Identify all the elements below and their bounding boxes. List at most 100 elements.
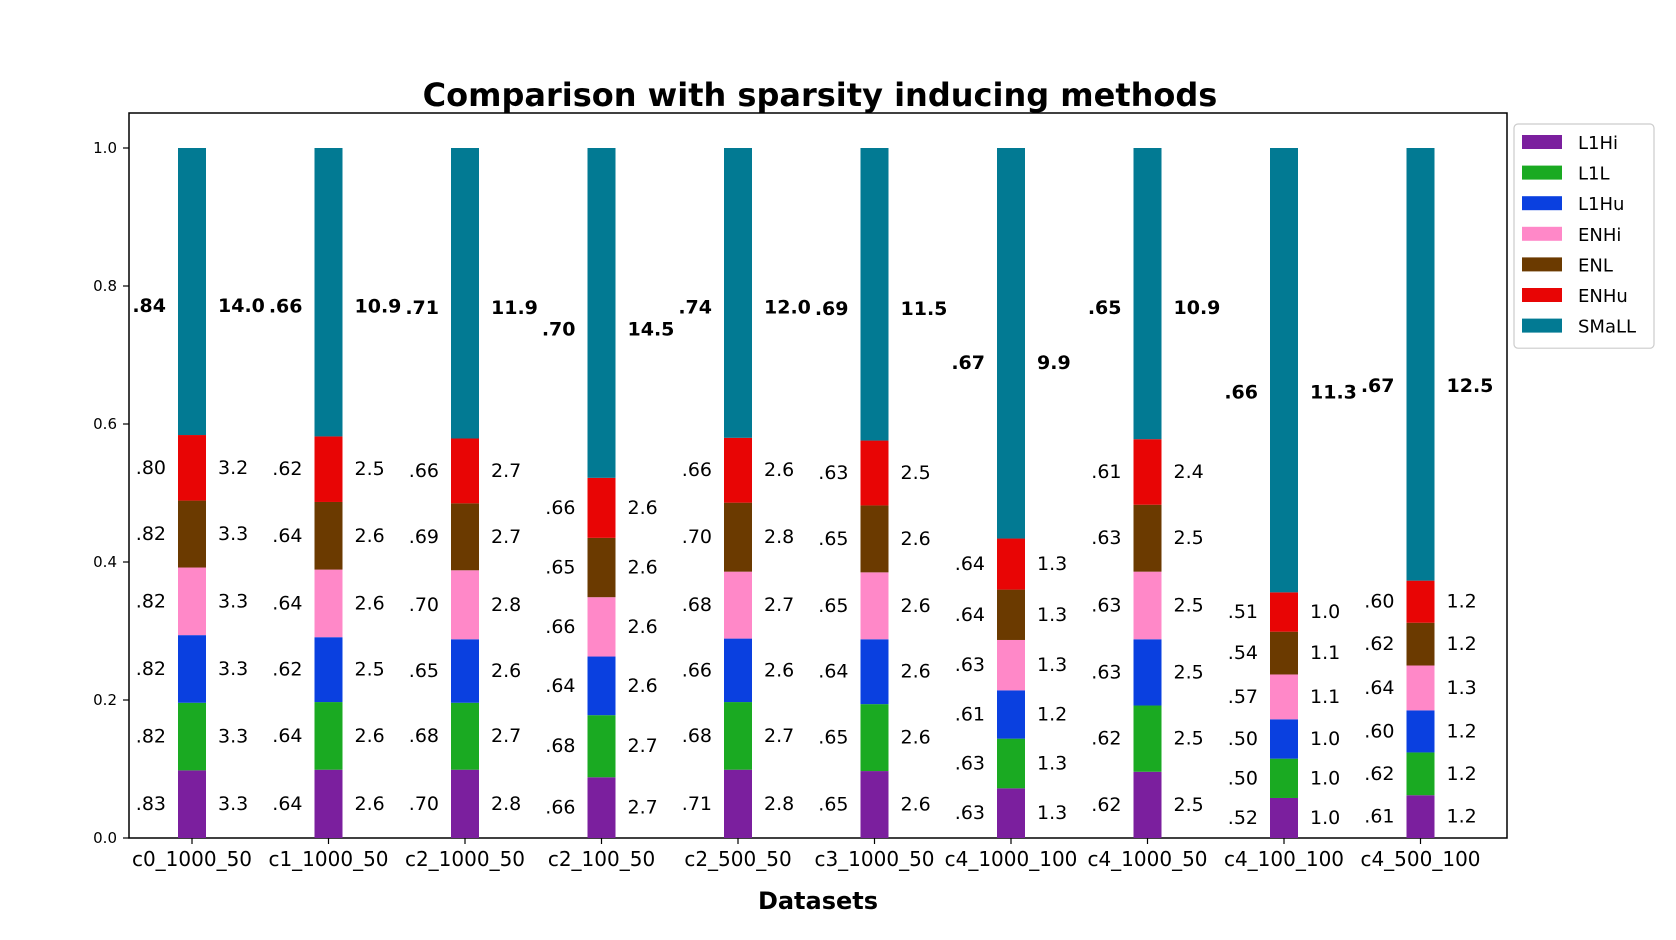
bar-left-label: .64 xyxy=(1364,677,1394,699)
bar-stack: .64 2.6 .64 2.6 .62 2.5 .64 2.6 .64 2.6 .62 2.5 .66 1… xyxy=(269,148,402,838)
bar-left-label: .66 xyxy=(1224,381,1258,403)
x-axis-label: Datasets xyxy=(758,887,878,915)
bar-segment-small xyxy=(178,148,206,436)
bar-segment-enhu xyxy=(451,438,479,504)
bar-segment-l1l xyxy=(997,738,1025,789)
bar-right-label: 1.2 xyxy=(1447,633,1477,655)
bar-right-label: 2.5 xyxy=(1174,728,1204,750)
bar-left-label: .64 xyxy=(818,661,848,683)
bar-right-label: 2.5 xyxy=(355,659,385,681)
bar-right-label: 1.1 xyxy=(1310,642,1340,664)
bar-right-label: 9.9 xyxy=(1037,352,1071,374)
bar-segment-enhu xyxy=(178,435,206,501)
bar-segment-enhi xyxy=(997,639,1025,691)
x-tick-label: c3_1000_50 xyxy=(814,847,934,871)
bar-right-label: 1.0 xyxy=(1310,767,1340,789)
bar-left-label: .65 xyxy=(818,727,848,749)
bar-segment-enhi xyxy=(1270,674,1298,720)
bar-segment-enl xyxy=(1270,631,1298,675)
bar-right-label: 2.6 xyxy=(901,595,931,617)
bar-segment-enhu xyxy=(1406,580,1435,623)
bar-stack: .70 2.8 .68 2.7 .65 2.6 .70 2.8 .69 2.7 .66 2.7 .71 1… xyxy=(405,148,538,838)
y-tick-label: 0.4 xyxy=(93,553,117,571)
y-tick-label: 0.2 xyxy=(93,691,117,709)
bar-right-label: 2.5 xyxy=(1174,594,1204,616)
y-tick-label: 1.0 xyxy=(93,139,117,157)
bar-right-label: 2.6 xyxy=(901,727,931,749)
bar-left-label: .62 xyxy=(272,458,302,480)
bar-right-label: 11.5 xyxy=(901,298,948,320)
bar-left-label: .84 xyxy=(132,295,166,317)
bar-left-label: .54 xyxy=(1228,642,1258,664)
bar-stack: .62 2.5 .62 2.5 .63 2.5 .63 2.5 .63 2.5 .61 2.4 .65 1… xyxy=(1088,148,1221,838)
bar-right-label: 12.5 xyxy=(1447,375,1494,397)
bar-right-label: 10.9 xyxy=(355,296,402,318)
bar-right-label: 1.3 xyxy=(1447,677,1477,699)
bar-right-label: 2.7 xyxy=(491,460,521,482)
bar-right-label: 2.5 xyxy=(1174,661,1204,683)
bar-left-label: .69 xyxy=(815,298,849,320)
plot-area xyxy=(128,112,1508,839)
bar-left-label: .61 xyxy=(1364,806,1394,828)
bar-left-label: .80 xyxy=(136,457,166,479)
bar-left-label: .66 xyxy=(269,296,303,318)
legend-item: ENHu xyxy=(1522,286,1628,307)
bar-segment-small xyxy=(724,148,752,438)
bar-left-label: .70 xyxy=(542,318,576,340)
bar-left-label: .64 xyxy=(272,725,302,747)
bar-right-label: 12.0 xyxy=(764,296,811,318)
bar-segment-l1hi xyxy=(1133,771,1162,838)
bar-left-label: .65 xyxy=(818,794,848,816)
bar-left-label: .66 xyxy=(409,460,439,482)
x-tick-label: c2_500_50 xyxy=(684,847,791,871)
bar-segment-enl xyxy=(724,502,752,572)
bar-segment-l1l xyxy=(860,704,889,772)
bar-right-label: 10.9 xyxy=(1174,297,1221,319)
bar-left-label: .69 xyxy=(409,526,439,548)
legend-item: L1Hu xyxy=(1522,194,1624,215)
bar-segment-enl xyxy=(1133,504,1162,572)
legend: L1Hi L1L L1Hu ENHi ENL ENHu SMaLL xyxy=(1513,123,1655,349)
bar-left-label: .51 xyxy=(1228,601,1258,623)
bar-left-label: .82 xyxy=(136,658,166,680)
bar-left-label: .82 xyxy=(136,726,166,748)
bar-right-label: 2.7 xyxy=(764,725,794,747)
legend-swatch xyxy=(1522,196,1562,211)
bar-left-label: .64 xyxy=(272,525,302,547)
bar-segment-enl xyxy=(860,505,889,573)
bar-segment-l1l xyxy=(1406,752,1435,796)
x-axis: c0_1000_50 c1_1000_50 c2_1000_50 c2_100_50 c… xyxy=(132,838,1481,871)
bar-left-label: .66 xyxy=(545,616,575,638)
bar-right-label: 1.0 xyxy=(1310,807,1340,829)
bar-stack: .66 2.7 .68 2.7 .64 2.6 .66 2.6 .65 2.6 .66 2.6 .70 1… xyxy=(542,148,674,838)
legend-item: L1Hi xyxy=(1522,133,1618,154)
bar-right-label: 1.2 xyxy=(1447,806,1477,828)
bar-left-label: .62 xyxy=(1091,794,1121,816)
bar-right-label: 2.7 xyxy=(491,526,521,548)
bar-right-label: 11.3 xyxy=(1310,381,1357,403)
bar-left-label: .70 xyxy=(409,594,439,616)
bar-left-label: .67 xyxy=(951,352,985,374)
bar-left-label: .71 xyxy=(405,297,439,319)
bar-segment-l1l xyxy=(587,715,616,778)
bar-right-label: 2.6 xyxy=(355,525,385,547)
x-tick-label: c4_100_100 xyxy=(1224,847,1344,871)
bar-right-label: 2.8 xyxy=(764,526,794,548)
y-tick-label: 0.0 xyxy=(93,829,117,847)
bar-segment-enl xyxy=(451,503,479,571)
bar-segment-enl xyxy=(314,501,343,570)
bar-right-label: 2.6 xyxy=(901,661,931,683)
bar-segment-l1hu xyxy=(587,656,616,716)
bar-segment-l1hi xyxy=(314,769,343,838)
bar-right-label: 1.3 xyxy=(1037,654,1067,676)
bar-segment-enhu xyxy=(1270,592,1298,632)
legend-label: L1L xyxy=(1578,164,1610,185)
bar-segment-enl xyxy=(587,537,616,598)
bar-segment-l1hu xyxy=(1406,710,1435,753)
bar-left-label: .68 xyxy=(682,725,712,747)
legend-swatch xyxy=(1522,165,1562,180)
bar-left-label: .62 xyxy=(1364,633,1394,655)
bar-segment-l1hi xyxy=(178,770,206,838)
bar-left-label: .66 xyxy=(545,797,575,819)
bar-right-label: 2.6 xyxy=(901,794,931,816)
